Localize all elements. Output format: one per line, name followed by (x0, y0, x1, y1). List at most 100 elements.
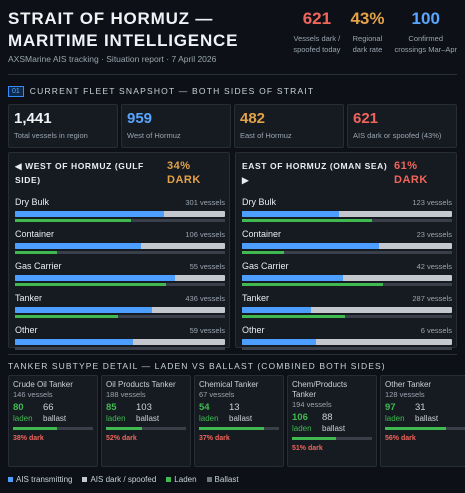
laden-ratio-bar (385, 427, 465, 430)
kpi-value: 621 (302, 9, 332, 28)
cargo-row: Other 59 vessels (15, 325, 225, 355)
ais-bar (15, 307, 225, 313)
tanker-subtype-total: 194 vessels (292, 400, 332, 409)
tanker-subtype-card: Chem/Products Tanker 194 vessels 106 88 lade… (287, 375, 377, 467)
laden-fill (292, 437, 336, 440)
kpi-crossings: 100 Confirmed crossings Mar–Apr (394, 8, 457, 55)
ais-transmitting-fill (242, 275, 343, 281)
laden-ratio-bar (106, 427, 186, 430)
laden-fill (385, 427, 446, 430)
east-of-hormuz-panel: East of Hormuz (Oman Sea) ▶ 61% DARK Dry … (235, 152, 457, 350)
kpi-value: 100 (411, 9, 440, 28)
cargo-row: Container 23 vessels (242, 229, 452, 259)
tanker-subtypes: Crude Oil Tanker 146 vessels 80 66 laden ball… (8, 375, 465, 467)
cargo-name: Other (15, 325, 38, 335)
tanker-subtype-name: Oil Products Tanker (106, 380, 176, 389)
legend-swatch (166, 477, 172, 482)
laden-bar (15, 251, 225, 254)
ais-transmitting-fill (15, 243, 141, 249)
laden-fill (242, 219, 373, 222)
legend-item: Ballast (206, 475, 239, 484)
fleet-stats: 1,441 Total vessels in region 959 West o… (8, 104, 457, 148)
cargo-name: Container (242, 229, 282, 239)
cargo-count: 106 vessels (185, 230, 225, 239)
ballast-label: ballast (43, 414, 67, 423)
laden-count: 85 (106, 402, 117, 413)
cargo-row: Other 6 vessels (242, 325, 452, 355)
laden-bar (15, 283, 225, 286)
laden-count: 97 (385, 402, 396, 413)
cargo-count: 436 vessels (185, 294, 225, 303)
dark-rate: 52% dark (106, 435, 137, 442)
dark-rate: 61% DARK (394, 160, 428, 186)
laden-fill (13, 427, 57, 430)
tanker-subtype-card: Other Tanker 128 vessels 97 31 laden ballast 5… (380, 375, 465, 467)
cargo-name: Tanker (15, 293, 43, 303)
laden-bar (242, 251, 452, 254)
tanker-subtype-total: 128 vessels (385, 390, 425, 399)
laden-bar (242, 347, 452, 350)
kpi-value: 43% (350, 9, 385, 28)
ais-bar (242, 243, 452, 249)
dark-rate: 34% DARK (167, 160, 201, 186)
laden-count: 80 (13, 402, 24, 413)
tanker-subtype-name: Crude Oil Tanker (13, 380, 73, 389)
ballast-label: ballast (415, 414, 439, 423)
cargo-name: Dry Bulk (242, 197, 277, 207)
section-number-badge: 01 (8, 85, 24, 97)
report-header: Strait of Hormuz — Maritime Intelligence… (8, 8, 457, 68)
ballast-label: ballast (136, 414, 160, 423)
ais-transmitting-fill (15, 307, 152, 313)
ais-bar (15, 211, 225, 217)
tanker-subtype-name: Other Tanker (385, 380, 432, 389)
ais-transmitting-fill (15, 211, 165, 217)
legend-item: AIS dark / spoofed (82, 475, 156, 484)
laden-label: laden (385, 414, 405, 423)
laden-count: 106 (292, 412, 308, 423)
snapshot-section-header: 01 Current fleet snapshot — both sides o… (8, 84, 314, 98)
cargo-count: 287 vessels (412, 294, 452, 303)
ais-transmitting-fill (242, 307, 312, 313)
ais-transmitting-fill (242, 211, 339, 217)
ais-transmitting-fill (242, 339, 316, 345)
laden-ratio-bar (199, 427, 279, 430)
legend-swatch (206, 477, 212, 482)
dark-rate: 51% dark (292, 445, 323, 452)
kpi-label: Vessels dark / spoofed today (293, 34, 341, 54)
stat-value: 1,441 (14, 110, 52, 127)
tanker-subtype-card: Chemical Tanker 67 vessels 54 13 laden ballas… (194, 375, 284, 467)
stat-label: West of Hormuz (127, 131, 181, 140)
cargo-count: 23 vessels (416, 230, 452, 239)
cargo-row: Dry Bulk 123 vessels (242, 197, 452, 227)
ais-bar (242, 211, 452, 217)
cargo-count: 42 vessels (416, 262, 452, 271)
tanker-subtype-card: Oil Products Tanker 188 vessels 85 103 laden… (101, 375, 191, 467)
laden-label: laden (106, 414, 126, 423)
ais-bar (15, 275, 225, 281)
stat-dark: 621 AIS dark or spoofed (43%) (347, 104, 457, 148)
kpi-dark-vessels: 621 Vessels dark / spoofed today (293, 8, 340, 55)
cargo-count: 55 vessels (189, 262, 225, 271)
laden-bar (15, 219, 225, 222)
tanker-subtype-total: 146 vessels (13, 390, 53, 399)
ballast-label: ballast (229, 414, 253, 423)
stat-total-vessels: 1,441 Total vessels in region (8, 104, 118, 148)
cargo-name: Gas Carrier (15, 261, 62, 271)
laden-bar (242, 283, 452, 286)
legend: AIS transmitting AIS dark / spoofed Laden B… (8, 475, 249, 484)
cargo-count: 123 vessels (412, 198, 452, 207)
cargo-name: Other (242, 325, 265, 335)
cargo-name: Tanker (242, 293, 270, 303)
laden-fill (199, 427, 264, 430)
cargo-name: Dry Bulk (15, 197, 50, 207)
stat-value: 621 (353, 110, 379, 127)
ais-transmitting-fill (242, 243, 379, 249)
tanker-subtype-name: Chem/Products Tanker (292, 380, 348, 399)
laden-fill (15, 283, 167, 286)
laden-bar (15, 347, 225, 350)
laden-fill (15, 251, 57, 254)
laden-ratio-bar (292, 437, 372, 440)
legend-item: Laden (166, 475, 197, 484)
ballast-count: 88 (322, 412, 333, 423)
section-title: Current fleet snapshot — both sides of s… (29, 86, 315, 96)
